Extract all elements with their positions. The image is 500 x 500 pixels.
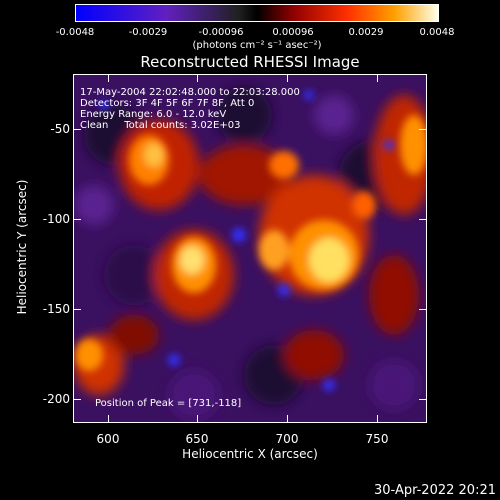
colorbar-units: (photons cm⁻² s⁻¹ asec⁻²) <box>192 40 322 51</box>
x-tick-label: 750 <box>365 432 389 446</box>
y-tick-label: -200 <box>42 392 70 406</box>
x-major-tick <box>287 74 288 82</box>
x-axis-label: Heliocentric X (arcsec) <box>182 447 318 461</box>
colorbar-tick-label: -0.00096 <box>198 27 244 38</box>
rhessi-image <box>73 74 427 423</box>
y-axis-label-text: Heliocentric Y (arcsec) <box>15 179 29 315</box>
y-major-tick <box>73 219 81 220</box>
x-major-tick <box>377 415 378 423</box>
info-clean-counts: Clean Total counts: 3.02E+03 <box>80 120 241 131</box>
x-major-tick <box>377 74 378 82</box>
colorbar-tick-label: 0.0029 <box>348 27 384 38</box>
y-major-tick <box>73 399 81 400</box>
x-major-tick <box>197 415 198 423</box>
y-major-tick <box>419 129 427 130</box>
y-tick-label: -100 <box>42 212 70 226</box>
colorbar-tick-label: 0.0048 <box>419 27 455 38</box>
y-major-tick <box>73 309 81 310</box>
x-tick-label: 650 <box>185 432 209 446</box>
y-axis-label: Heliocentric Y (arcsec) <box>15 147 29 347</box>
info-time-range: 17-May-2004 22:02:48.000 to 22:03:28.000 <box>80 87 300 98</box>
info-detectors: Detectors: 3F 4F 5F 6F 7F 8F, Att 0 <box>80 98 255 109</box>
y-major-tick <box>419 309 427 310</box>
x-major-tick <box>197 74 198 82</box>
colorbar-tick-label: -0.0029 <box>128 27 168 38</box>
plot-title: Reconstructed RHESSI Image <box>140 53 360 71</box>
x-major-tick <box>108 415 109 423</box>
image-heatmap <box>74 75 426 422</box>
colorbar <box>75 4 439 22</box>
colorbar-tick-label: -0.0048 <box>55 27 95 38</box>
x-tick-label: 700 <box>275 432 299 446</box>
y-major-tick <box>419 219 427 220</box>
y-tick-label: -150 <box>42 302 70 316</box>
y-major-tick <box>419 399 427 400</box>
info-energy-range: Energy Range: 6.0 - 12.0 keV <box>80 109 227 120</box>
x-major-tick <box>287 415 288 423</box>
colorbar-gradient <box>76 5 438 21</box>
x-major-tick <box>108 74 109 82</box>
timestamp: 30-Apr-2022 20:21 <box>374 483 496 498</box>
y-major-tick <box>73 129 81 130</box>
peak-position: Position of Peak = [731,-118] <box>95 398 242 409</box>
colorbar-tick-label: 0.00096 <box>272 27 314 38</box>
x-tick-label: 600 <box>96 432 120 446</box>
y-tick-label: -50 <box>50 122 70 136</box>
